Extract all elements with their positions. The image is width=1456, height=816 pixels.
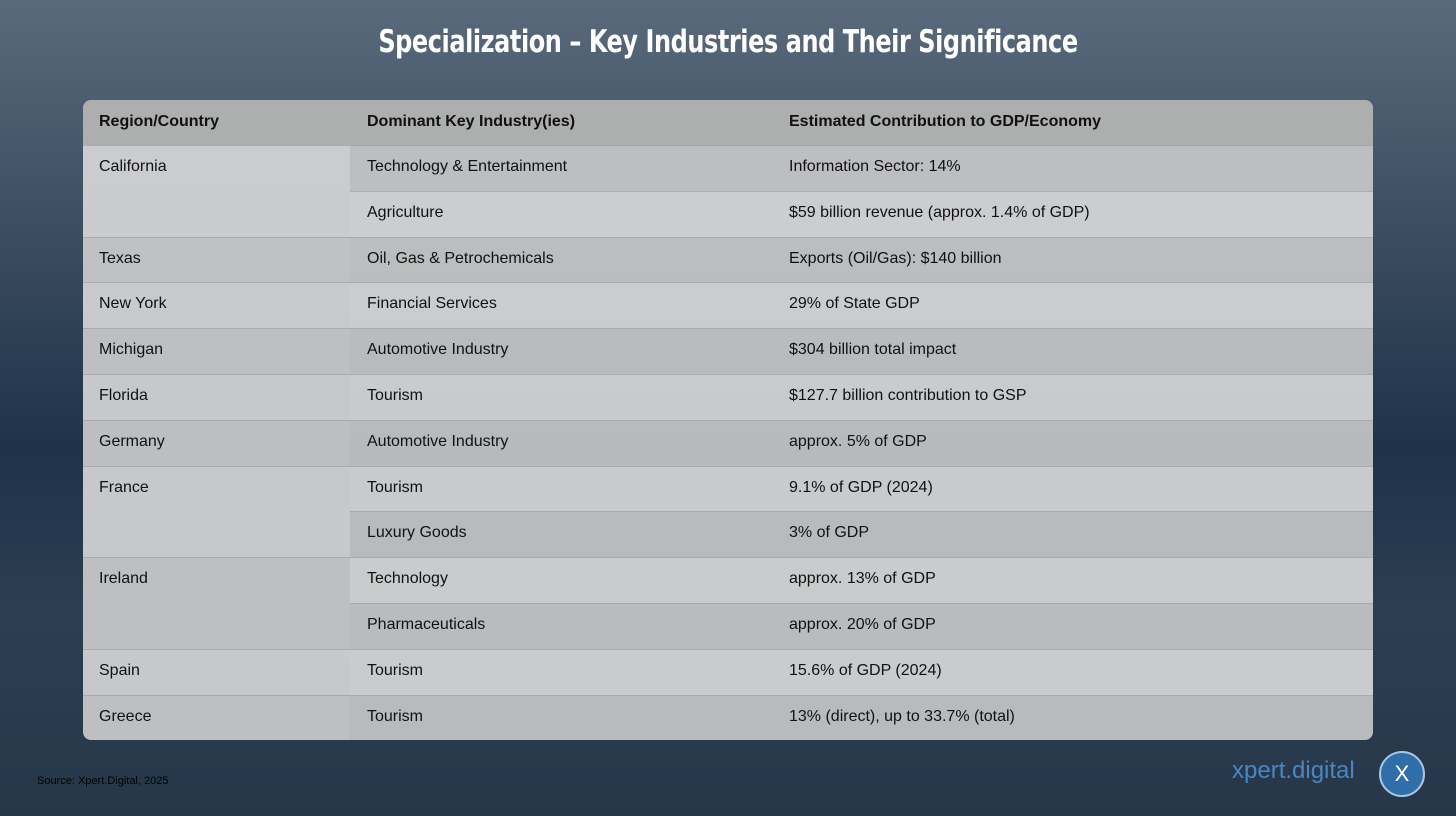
region: Germany bbox=[99, 432, 165, 450]
region: New York bbox=[99, 295, 167, 313]
industry: Oil, Gas & Petrochemicals bbox=[367, 249, 554, 267]
row bbox=[350, 603, 1373, 650]
row bbox=[350, 145, 1373, 192]
industry: Tourism bbox=[367, 478, 424, 496]
region: Greece bbox=[99, 707, 152, 725]
header-row bbox=[83, 100, 1373, 145]
contribution: 3% of GDP bbox=[789, 524, 870, 542]
industry: Financial Services bbox=[367, 295, 497, 313]
region: California bbox=[99, 158, 167, 175]
logo-text: xpert.digital bbox=[1232, 757, 1355, 784]
contribution: $127.7 billion contribution to GSP bbox=[789, 387, 1027, 404]
industry: Luxury Goods bbox=[367, 524, 467, 542]
contribution: 15.6% of GDP (2024) bbox=[789, 661, 942, 679]
industry: Technology & Entertainment bbox=[367, 158, 568, 175]
industry: Tourism bbox=[367, 387, 424, 404]
row bbox=[350, 465, 1373, 513]
contribution: Information Sector: 14% bbox=[789, 158, 961, 175]
region-cell bbox=[83, 328, 350, 375]
region: Spain bbox=[99, 661, 140, 679]
industry: Automotive Industry bbox=[367, 432, 509, 450]
source: Source: Xpert.Digital, 2025 bbox=[37, 775, 169, 787]
industry: Tourism bbox=[367, 707, 424, 725]
region: Michigan bbox=[99, 341, 164, 359]
contribution: approx. 5% of GDP bbox=[789, 432, 927, 450]
region-cell bbox=[83, 145, 350, 238]
industry: Pharmaceuticals bbox=[367, 616, 486, 633]
contribution: 13% (direct), up to 33.7% (total) bbox=[789, 707, 1015, 725]
row bbox=[350, 328, 1373, 375]
region-cell bbox=[83, 236, 350, 284]
region-cell bbox=[83, 419, 350, 467]
row bbox=[350, 374, 1373, 421]
column-header: Estimated Contribution to GDP/Economy bbox=[789, 113, 1102, 130]
row bbox=[350, 648, 1373, 696]
industry: Agriculture bbox=[367, 203, 444, 221]
row bbox=[350, 282, 1373, 330]
region-cell bbox=[83, 374, 350, 421]
industry: Technology bbox=[367, 570, 448, 588]
region-cell bbox=[83, 557, 350, 650]
contribution: $304 billion total impact bbox=[789, 341, 957, 359]
table: Region/Country Dominant Key Industry(ies)… bbox=[83, 100, 1373, 740]
region: Texas bbox=[99, 249, 141, 267]
contribution: $59 billion revenue (approx. 1.4% of GDP… bbox=[789, 203, 1090, 221]
region-cell bbox=[83, 465, 350, 559]
region: Florida bbox=[99, 387, 148, 404]
row bbox=[350, 190, 1373, 238]
region-cell bbox=[83, 648, 350, 696]
row bbox=[350, 694, 1373, 740]
contribution: approx. 13% of GDP bbox=[789, 570, 936, 588]
row bbox=[350, 419, 1373, 467]
contribution: 9.1% of GDP (2024) bbox=[789, 478, 933, 496]
contribution: 29% of State GDP bbox=[789, 295, 920, 313]
industry: Tourism bbox=[367, 661, 424, 679]
region-cell bbox=[83, 694, 350, 740]
row bbox=[350, 557, 1373, 604]
column-header: Dominant Key Industry(ies) bbox=[367, 113, 576, 130]
row bbox=[350, 511, 1373, 559]
title: Specialization – Key Industries and Thei… bbox=[378, 24, 1078, 60]
region-cell bbox=[83, 282, 350, 330]
region: Ireland bbox=[99, 570, 148, 588]
logo-mark: X bbox=[1379, 751, 1425, 797]
column-header: Region/Country bbox=[99, 113, 219, 130]
region: France bbox=[99, 478, 149, 496]
industry: Automotive Industry bbox=[367, 341, 509, 359]
contribution: approx. 20% of GDP bbox=[789, 616, 936, 633]
row bbox=[350, 236, 1373, 284]
contribution: Exports (Oil/Gas): $140 billion bbox=[789, 249, 1002, 267]
